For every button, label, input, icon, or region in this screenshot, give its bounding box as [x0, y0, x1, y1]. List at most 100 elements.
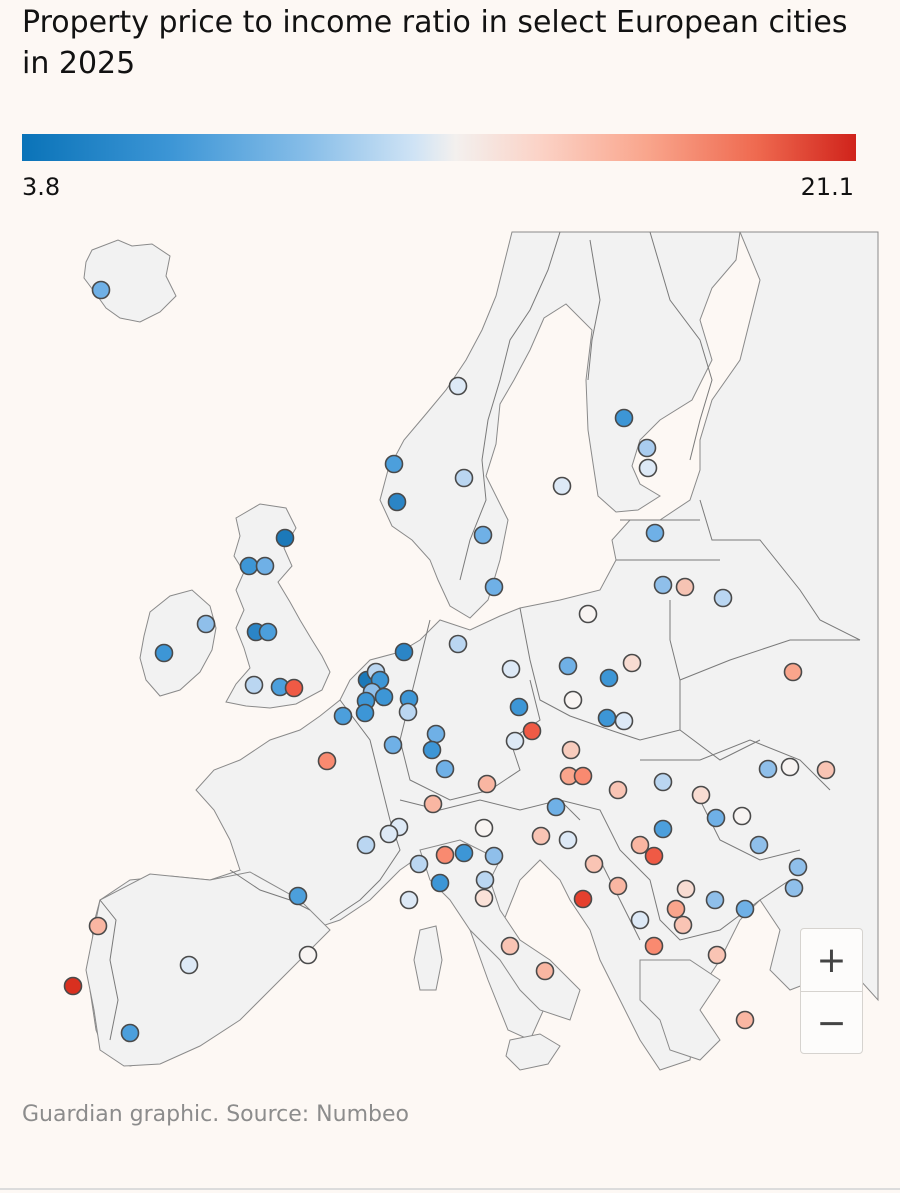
city-marker[interactable] [275, 528, 295, 548]
city-marker[interactable] [558, 830, 578, 850]
city-marker[interactable] [255, 556, 275, 576]
city-marker[interactable] [783, 662, 803, 682]
city-marker[interactable] [584, 854, 604, 874]
city-marker[interactable] [644, 936, 664, 956]
zoom-out-button[interactable]: − [816, 1002, 847, 1044]
city-marker[interactable] [501, 659, 521, 679]
city-marker[interactable] [239, 556, 259, 576]
city-marker[interactable] [675, 577, 695, 597]
city-marker[interactable] [258, 622, 278, 642]
city-marker[interactable] [599, 668, 619, 688]
city-marker[interactable] [784, 878, 804, 898]
city-marker[interactable] [374, 687, 394, 707]
city-marker[interactable] [284, 678, 304, 698]
city-marker[interactable] [653, 772, 673, 792]
city-marker[interactable] [816, 760, 836, 780]
city-marker[interactable] [448, 634, 468, 654]
city-marker[interactable] [561, 740, 581, 760]
city-marker[interactable] [317, 751, 337, 771]
city-marker[interactable] [653, 575, 673, 595]
city-marker[interactable] [394, 642, 414, 662]
city-marker[interactable] [154, 643, 174, 663]
city-marker[interactable] [644, 846, 664, 866]
city-marker[interactable] [614, 711, 634, 731]
city-marker[interactable] [383, 735, 403, 755]
city-marker[interactable] [573, 766, 593, 786]
city-marker[interactable] [608, 876, 628, 896]
city-marker[interactable] [706, 808, 726, 828]
zoom-in-button[interactable]: + [801, 929, 862, 992]
city-marker[interactable] [179, 955, 199, 975]
city-marker[interactable] [735, 1010, 755, 1030]
city-marker[interactable] [563, 690, 583, 710]
city-marker[interactable] [666, 899, 686, 919]
city-marker[interactable] [749, 835, 769, 855]
city-marker[interactable] [705, 890, 725, 910]
city-marker[interactable] [387, 492, 407, 512]
city-marker[interactable] [288, 886, 308, 906]
city-marker[interactable] [691, 785, 711, 805]
city-marker[interactable] [333, 706, 353, 726]
city-marker[interactable] [454, 843, 474, 863]
city-marker[interactable] [426, 724, 446, 744]
city-marker[interactable] [356, 835, 376, 855]
city-marker[interactable] [422, 740, 442, 760]
city-marker[interactable] [384, 454, 404, 474]
city-marker[interactable] [484, 577, 504, 597]
city-marker[interactable] [435, 759, 455, 779]
city-marker[interactable] [298, 945, 318, 965]
city-marker[interactable] [546, 797, 566, 817]
city-marker[interactable] [355, 703, 375, 723]
city-marker[interactable] [475, 870, 495, 890]
city-marker[interactable] [423, 794, 443, 814]
city-marker[interactable] [608, 780, 628, 800]
city-marker[interactable] [707, 945, 727, 965]
city-marker[interactable] [509, 697, 529, 717]
city-marker[interactable] [398, 702, 418, 722]
city-marker[interactable] [531, 826, 551, 846]
city-marker[interactable] [732, 806, 752, 826]
city-marker[interactable] [552, 476, 572, 496]
city-marker[interactable] [477, 774, 497, 794]
city-marker[interactable] [91, 280, 111, 300]
city-marker[interactable] [676, 879, 696, 899]
city-marker[interactable] [379, 824, 399, 844]
city-marker[interactable] [630, 835, 650, 855]
city-marker[interactable] [435, 845, 455, 865]
city-marker[interactable] [454, 468, 474, 488]
city-marker[interactable] [430, 873, 450, 893]
city-marker[interactable] [448, 376, 468, 396]
city-marker[interactable] [637, 438, 657, 458]
city-marker[interactable] [409, 854, 429, 874]
city-marker[interactable] [120, 1023, 140, 1043]
city-marker[interactable] [653, 819, 673, 839]
city-marker[interactable] [645, 523, 665, 543]
city-marker[interactable] [63, 976, 83, 996]
city-marker[interactable] [88, 916, 108, 936]
city-marker[interactable] [522, 721, 542, 741]
city-marker[interactable] [484, 846, 504, 866]
city-marker[interactable] [558, 656, 578, 676]
city-marker[interactable] [399, 890, 419, 910]
city-marker[interactable] [573, 889, 593, 909]
city-marker[interactable] [578, 604, 598, 624]
city-marker[interactable] [535, 961, 555, 981]
city-marker[interactable] [673, 915, 693, 935]
city-marker[interactable] [505, 731, 525, 751]
city-marker[interactable] [244, 675, 264, 695]
city-marker[interactable] [780, 757, 800, 777]
city-marker[interactable] [788, 857, 808, 877]
city-marker[interactable] [474, 818, 494, 838]
city-marker[interactable] [614, 408, 634, 428]
city-marker[interactable] [735, 899, 755, 919]
city-marker[interactable] [630, 910, 650, 930]
city-marker[interactable] [758, 759, 778, 779]
city-marker[interactable] [196, 614, 216, 634]
city-marker[interactable] [473, 525, 493, 545]
city-marker[interactable] [638, 458, 658, 478]
city-marker[interactable] [597, 708, 617, 728]
city-marker[interactable] [713, 588, 733, 608]
city-marker[interactable] [622, 653, 642, 673]
city-marker[interactable] [474, 888, 494, 908]
